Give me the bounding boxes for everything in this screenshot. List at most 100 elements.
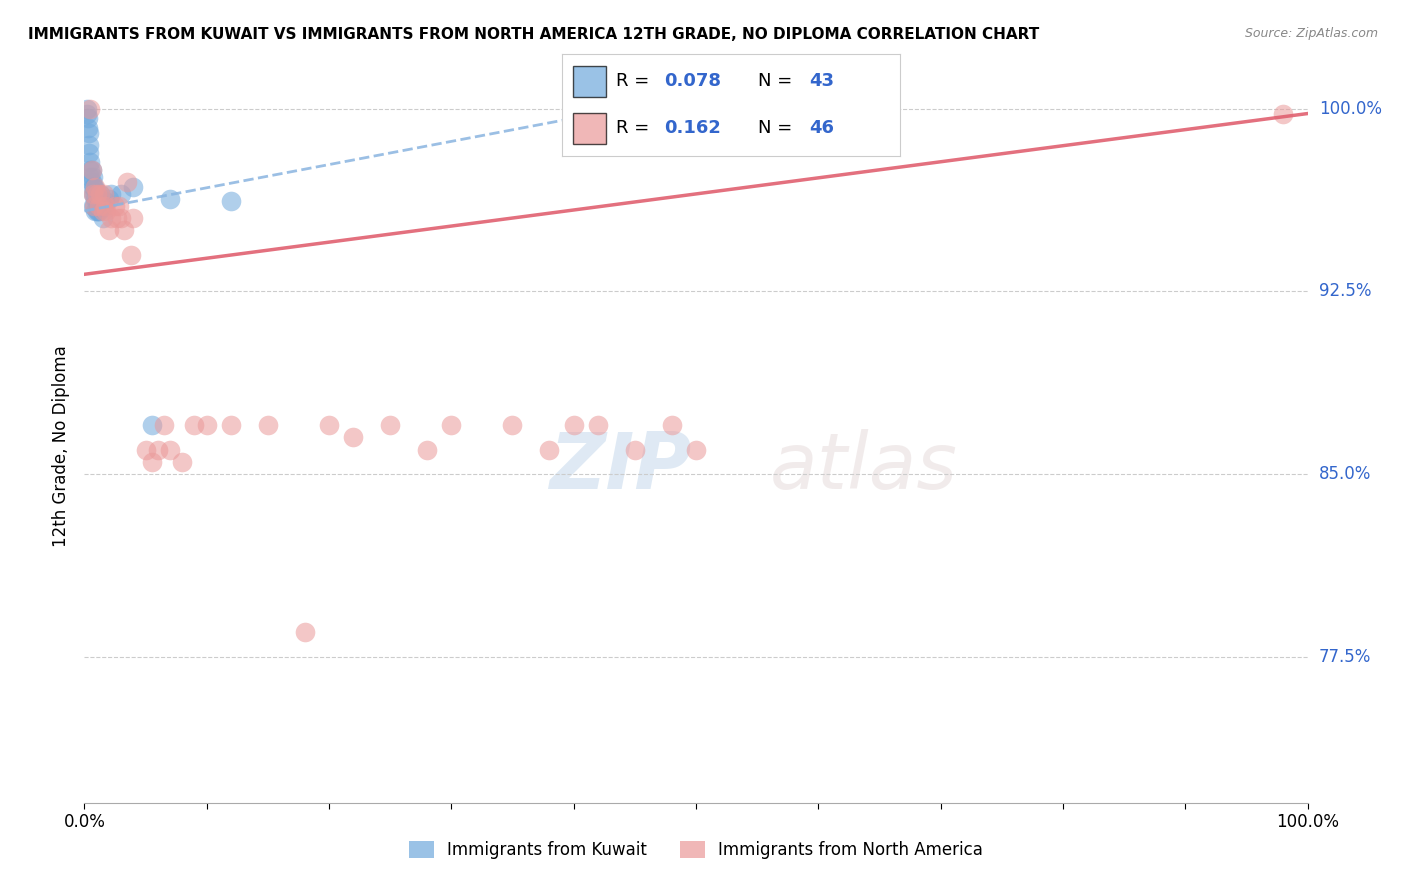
Text: 85.0%: 85.0% bbox=[1319, 465, 1371, 483]
Point bbox=[84, 192, 107, 206]
Point bbox=[94, 199, 117, 213]
Text: N =: N = bbox=[758, 120, 799, 137]
Point bbox=[416, 442, 439, 457]
Text: IMMIGRANTS FROM KUWAIT VS IMMIGRANTS FROM NORTH AMERICA 12TH GRADE, NO DIPLOMA C: IMMIGRANTS FROM KUWAIT VS IMMIGRANTS FRO… bbox=[28, 27, 1039, 42]
Point bbox=[82, 186, 104, 201]
Point bbox=[107, 199, 129, 213]
Text: R =: R = bbox=[616, 120, 655, 137]
Point bbox=[172, 455, 194, 469]
Point bbox=[94, 194, 117, 209]
Text: 43: 43 bbox=[808, 72, 834, 90]
Point bbox=[82, 199, 104, 213]
Point bbox=[83, 199, 105, 213]
Point bbox=[159, 442, 181, 457]
Point bbox=[100, 186, 122, 201]
Point bbox=[122, 211, 145, 226]
Point bbox=[294, 625, 316, 640]
Point bbox=[79, 169, 101, 184]
Point bbox=[195, 418, 218, 433]
Point bbox=[79, 102, 101, 116]
Point bbox=[87, 199, 110, 213]
Point bbox=[76, 102, 98, 116]
Point bbox=[82, 186, 104, 201]
Point bbox=[89, 186, 111, 201]
Point bbox=[83, 179, 105, 194]
Point bbox=[93, 186, 115, 201]
Point bbox=[342, 430, 364, 444]
Point bbox=[86, 186, 108, 201]
Point bbox=[80, 162, 103, 177]
Point bbox=[141, 418, 163, 433]
Text: 0.078: 0.078 bbox=[664, 72, 721, 90]
Point bbox=[77, 112, 100, 126]
Point bbox=[80, 175, 103, 189]
Point bbox=[110, 211, 132, 226]
Point bbox=[87, 204, 110, 219]
Text: 77.5%: 77.5% bbox=[1319, 648, 1371, 665]
Point bbox=[104, 199, 127, 213]
Text: N =: N = bbox=[758, 72, 799, 90]
Point bbox=[219, 194, 242, 209]
Point bbox=[183, 418, 205, 433]
Point bbox=[501, 418, 523, 433]
Text: ZIP: ZIP bbox=[550, 429, 692, 506]
Point bbox=[77, 145, 100, 160]
Point bbox=[440, 418, 463, 433]
Point bbox=[84, 204, 107, 219]
Point bbox=[122, 179, 145, 194]
Point bbox=[318, 418, 340, 433]
Point bbox=[86, 194, 108, 209]
Point bbox=[135, 442, 157, 457]
Point bbox=[146, 442, 169, 457]
Y-axis label: 12th Grade, No Diploma: 12th Grade, No Diploma bbox=[52, 345, 70, 547]
Point bbox=[624, 442, 647, 457]
Point bbox=[93, 199, 115, 213]
Point bbox=[84, 182, 107, 196]
Point bbox=[87, 192, 110, 206]
Point bbox=[685, 442, 707, 457]
Text: 100.0%: 100.0% bbox=[1319, 100, 1382, 118]
Point bbox=[87, 194, 110, 209]
Point bbox=[82, 179, 104, 194]
Point bbox=[153, 418, 176, 433]
Point bbox=[84, 179, 107, 194]
Point bbox=[538, 442, 561, 457]
Point bbox=[91, 199, 114, 213]
Point bbox=[1272, 106, 1295, 120]
Point bbox=[257, 418, 280, 433]
Point bbox=[586, 418, 609, 433]
Point bbox=[97, 192, 120, 206]
Text: atlas: atlas bbox=[769, 429, 957, 506]
FancyBboxPatch shape bbox=[572, 113, 606, 144]
Point bbox=[105, 211, 128, 226]
Text: R =: R = bbox=[616, 72, 655, 90]
Point bbox=[79, 162, 101, 177]
Point bbox=[96, 204, 118, 219]
Point bbox=[83, 199, 105, 213]
Point bbox=[91, 211, 114, 226]
Point bbox=[100, 211, 122, 226]
Point bbox=[90, 194, 112, 209]
Point bbox=[83, 186, 105, 201]
Point bbox=[159, 192, 181, 206]
Point bbox=[661, 418, 683, 433]
Point bbox=[115, 175, 138, 189]
Text: 46: 46 bbox=[808, 120, 834, 137]
Point bbox=[219, 418, 242, 433]
Point bbox=[97, 223, 120, 237]
Point bbox=[141, 455, 163, 469]
Point bbox=[80, 162, 103, 177]
Point bbox=[112, 223, 135, 237]
Point bbox=[76, 106, 98, 120]
Point bbox=[77, 126, 100, 140]
Point bbox=[110, 186, 132, 201]
Point bbox=[82, 169, 104, 184]
Point bbox=[89, 186, 111, 201]
Point bbox=[86, 204, 108, 219]
Text: 92.5%: 92.5% bbox=[1319, 283, 1371, 301]
Text: Source: ZipAtlas.com: Source: ZipAtlas.com bbox=[1244, 27, 1378, 40]
Text: 0.162: 0.162 bbox=[664, 120, 720, 137]
FancyBboxPatch shape bbox=[572, 66, 606, 96]
Point bbox=[79, 155, 101, 169]
Point bbox=[120, 248, 142, 262]
